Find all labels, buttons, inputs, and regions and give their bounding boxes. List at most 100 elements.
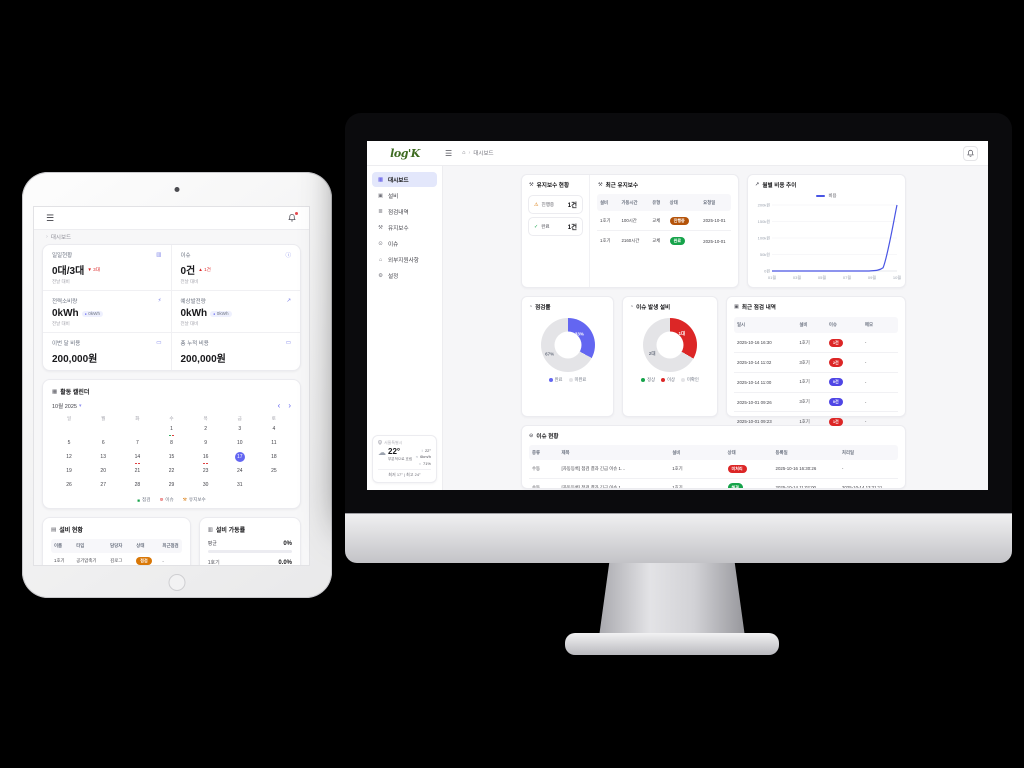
donut-chart-icon: ◔	[630, 304, 634, 310]
dashboard-icon: ▦	[377, 176, 384, 183]
maintenance-status-items: ⚠ 진행중 1건 ✓ 완료 1건	[522, 192, 589, 236]
table-row[interactable]: 1호기 2160시간 교체 완료 2025-10-01	[600, 236, 726, 246]
weather-location: 서울특별시	[384, 439, 403, 445]
calendar-day	[257, 480, 291, 494]
tablet-stats: 일일현황 ▥ 0대/3대 ▼ 3대 전날 대비 이슈 ⓘ 0건 ▲ 1건 전날 대비 전력소비량 ⚡ 0…	[42, 244, 301, 371]
legend-item: ■ 점검	[137, 497, 151, 503]
sidebar-item-equipment[interactable]: ▣ 설비	[377, 192, 399, 200]
sidebar-item-clipboard[interactable]: ≣ 점검내역	[378, 208, 409, 216]
tablet-home-button[interactable]	[168, 574, 186, 591]
calendar-day[interactable]: 20	[100, 468, 106, 474]
humidity-icon: ○	[418, 460, 421, 466]
breadcrumb[interactable]: ⌂ › 대시보드	[462, 150, 494, 157]
calendar-day[interactable]: 2	[204, 426, 208, 432]
logo[interactable]: log'K	[390, 146, 420, 160]
notification-bell-icon[interactable]	[286, 211, 298, 224]
month-selector[interactable]: 10월 2025 ▾	[52, 403, 82, 410]
이슈-legend-icon: ⊚	[159, 497, 164, 502]
calendar-day[interactable]: 1	[154, 424, 188, 438]
sidebar-nav: ▦ 대시보드 ▣ 설비 ≣ 점검내역 ⚒ 유지보수 ⊙ 이슈 ⌂ 외부지원사항 ⚙ 설정	[372, 172, 437, 283]
location-pin-icon	[378, 440, 382, 445]
status-badge: 진행중	[669, 216, 689, 225]
table-row[interactable]: 2025-10-01 09:23 1호기 1건 -	[737, 417, 867, 426]
equipment-status-card: ▤ 설비 현황 이름 타입 담당자 상태 최근점검 1호기 공기압축기 김로그 점검 -	[42, 517, 191, 565]
calendar-day[interactable]: 21	[134, 468, 141, 474]
thermometer-icon: ↕	[420, 447, 423, 453]
building-icon: ⌂	[378, 256, 383, 263]
recent-inspections-table: 일시 설비 이슈 메모 2025-10-16 16:30 1호기 1건 -2025-10-14…	[734, 317, 898, 431]
calendar-day[interactable]: 7	[135, 440, 139, 446]
table-row[interactable]: 2025-10-01 09:26 3호기 0건 -	[734, 393, 898, 413]
slice-label: 1대	[678, 331, 686, 337]
calendar-day[interactable]: 13	[100, 454, 106, 460]
sidebar-item-wrench[interactable]: ⚒ 유지보수	[378, 224, 409, 232]
prev-month-button[interactable]: ‹	[277, 401, 281, 410]
calendar-day[interactable]: 31	[236, 482, 243, 488]
calendar-day[interactable]: 15	[168, 454, 175, 460]
calendar-day[interactable]: 18	[271, 454, 277, 460]
status-badge: 0건	[828, 397, 843, 407]
calendar-day[interactable]: 6	[101, 440, 105, 446]
calendar-day[interactable]: 10	[236, 440, 243, 446]
alert-circle-icon: ⊙	[529, 433, 534, 439]
svg-text:03월: 03월	[792, 274, 800, 280]
svg-text:0원: 0원	[764, 268, 770, 274]
tablet-topbar: ☰	[34, 207, 309, 230]
sidebar-item-dashboard[interactable]: ▦ 대시보드	[372, 172, 437, 187]
recent-maintenance-table: 설비 가동시간 유형 상태 요청일 1호기 100시간 교체 진행중 2025-10-01 1호기 2…	[597, 194, 731, 251]
status-badge: 완료	[669, 236, 686, 246]
issue-equipment-card: ◔ 이슈 발생 설비 1대 2대 정상 이상 미확인	[622, 296, 718, 417]
calendar-day[interactable]: 28	[134, 482, 141, 488]
table-row[interactable]: 1호기 공기압축기 김로그 점검 -	[54, 557, 164, 565]
calendar-day[interactable]: 23	[202, 468, 209, 474]
bar-chart-icon: ▥	[156, 252, 162, 258]
maintenance-status-item: ✓ 완료 1건	[528, 217, 583, 236]
calendar-day[interactable]: 11	[271, 440, 277, 446]
cost-line-chart: 0원 50k원 100k원 150k원 200k원 01월 03월 05월 07월 09월 10월	[752, 199, 902, 290]
table-row[interactable]: 2025-10-16 16:30 1호기 1건 -	[734, 333, 898, 354]
calendar-day[interactable]: 27	[100, 482, 106, 488]
status-badge: 1건	[828, 338, 843, 347]
menu-icon[interactable]: ☰	[46, 212, 55, 223]
calendar-day[interactable]: 8	[170, 440, 173, 446]
inspection-rate-donut: 33% 67%	[540, 318, 595, 372]
table-row[interactable]: 1호기 100시간 교체 진행중 2025-10-01	[597, 211, 731, 232]
delta-badge: ▼ 3대	[87, 266, 100, 272]
menu-icon[interactable]: ☰	[445, 148, 453, 158]
calendar-day[interactable]: 24	[236, 468, 243, 474]
sidebar-item-building[interactable]: ⌂ 외부지원사항	[378, 256, 419, 264]
calendar-day[interactable]: 29	[168, 482, 175, 488]
calendar-day[interactable]: 3	[238, 426, 242, 432]
table-header-row: 일시 설비 이슈 메모	[734, 317, 898, 334]
table-row[interactable]: 수동 [자동등록] 점검 결과 긴급 이슈 1… 1호기 미처리 2025-10-16 …	[529, 460, 898, 479]
calendar-day[interactable]: 12	[66, 454, 72, 460]
calendar-day[interactable]: 9	[204, 440, 208, 446]
table-row[interactable]: 2025-10-14 11:00 1호기 0건 -	[734, 373, 898, 393]
sidebar-item-alert-circle[interactable]: ⊙ 이슈	[378, 240, 399, 248]
calendar-day[interactable]: 4	[272, 426, 276, 432]
inspection-rate-legend: 완료 미완료	[548, 377, 586, 383]
calendar-day[interactable]: 16	[189, 452, 223, 466]
calendar-day[interactable]: 14	[120, 452, 154, 466]
calendar-day[interactable]: 30	[202, 482, 209, 488]
alert-circle-icon: ⊙	[378, 240, 383, 247]
calendar-day[interactable]: 26	[66, 482, 72, 488]
calendar-day[interactable]: 19	[66, 468, 72, 474]
stat-card: 이슈 ⓘ 0건 ▲ 1건 전날 대비	[171, 245, 300, 291]
maintenance-status-item: ⚠ 진행중 1건	[528, 195, 583, 214]
calendar-day[interactable]: 5	[67, 440, 71, 446]
recent-maintenance-panel: ⚒ 최근 유지보수 설비 가동시간 유형 상태 요청일 1호기 100시간 교체 진행중 2025…	[590, 175, 738, 287]
svg-text:150k원: 150k원	[757, 218, 770, 224]
notification-bell-button[interactable]	[963, 145, 978, 161]
table-row[interactable]: 2025-10-14 11:02 3호기 2건 -	[734, 353, 898, 373]
table-row[interactable]: 수동 [자동등록] 점검 결과 긴급 이슈 1… 1호기 해결 2025-10-14 1…	[529, 479, 898, 488]
sidebar-item-gear[interactable]: ⚙ 설정	[378, 272, 399, 280]
calendar-day[interactable]: 25	[271, 468, 277, 474]
calendar-day	[120, 424, 154, 438]
legend-item: 이상	[661, 377, 675, 383]
calendar-day[interactable]: 22	[168, 468, 175, 474]
recent-inspections-card: ▣ 최근 점검 내역 일시 설비 이슈 메모 2025-10-16 16:30 1호기 1건…	[726, 296, 906, 426]
calendar-day[interactable]: 17	[223, 452, 257, 466]
breadcrumb[interactable]: › 대시보드	[46, 233, 72, 241]
next-month-button[interactable]: ›	[288, 401, 291, 410]
